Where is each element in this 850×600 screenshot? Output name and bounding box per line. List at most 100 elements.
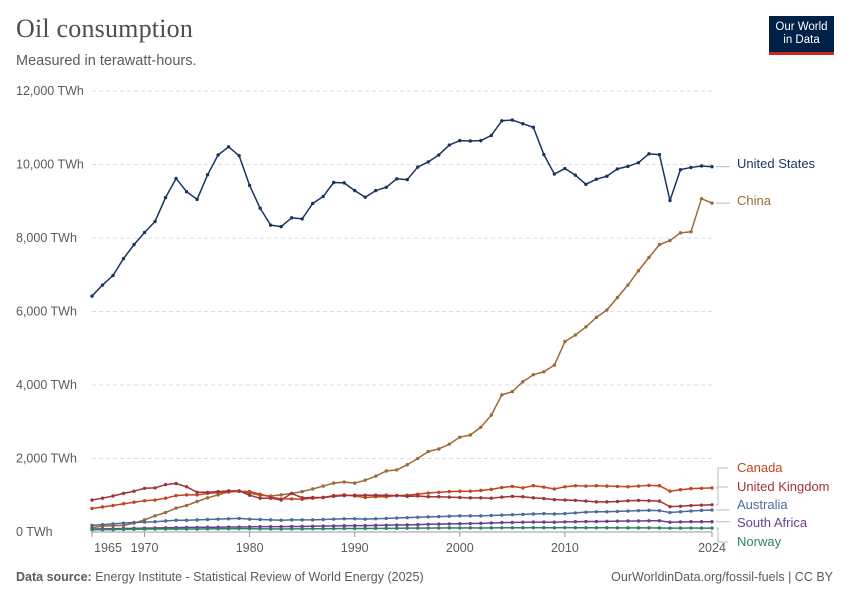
footer-url[interactable]: OurWorldinData.org/fossil-fuels | CC BY <box>611 570 833 584</box>
data-point <box>279 527 283 531</box>
data-point <box>584 499 588 503</box>
chart-subtitle: Measured in terawatt-hours. <box>16 53 197 69</box>
data-point <box>289 527 294 531</box>
series-label: Canada <box>737 460 783 475</box>
data-point <box>363 526 367 531</box>
data-point <box>584 182 588 187</box>
data-point <box>689 486 693 491</box>
data-point <box>594 177 599 181</box>
data-point <box>479 488 483 493</box>
data-point <box>437 447 441 451</box>
data-point <box>594 483 599 488</box>
data-point <box>689 503 693 508</box>
data-point <box>310 524 315 529</box>
series-line <box>91 482 713 508</box>
data-point <box>395 177 399 181</box>
data-point <box>405 494 409 499</box>
data-point <box>489 487 494 492</box>
data-point <box>310 495 315 500</box>
series-lines <box>90 118 714 532</box>
series-china[interactable] <box>90 196 714 530</box>
data-point <box>447 526 451 530</box>
label-leader-line <box>716 486 728 506</box>
data-point <box>626 526 630 530</box>
data-point <box>153 520 157 524</box>
data-point <box>216 517 220 521</box>
data-point <box>416 456 420 461</box>
data-point <box>153 486 157 490</box>
data-point <box>615 484 620 489</box>
source-text: Energy Institute - Statistical Review of… <box>95 570 424 584</box>
data-point <box>468 433 473 437</box>
data-point <box>668 510 672 515</box>
data-point <box>552 172 557 176</box>
data-point <box>121 527 126 532</box>
data-point <box>710 503 714 507</box>
data-point <box>111 494 115 498</box>
data-point <box>426 515 430 519</box>
data-point <box>447 495 451 499</box>
data-point <box>584 325 588 329</box>
data-point <box>300 496 304 500</box>
data-point <box>668 526 672 530</box>
series-australia[interactable] <box>90 508 714 528</box>
data-point <box>468 521 473 526</box>
data-point <box>331 517 336 521</box>
data-point <box>479 526 483 530</box>
data-point <box>584 484 588 488</box>
x-tick-label: 2024 <box>698 541 726 555</box>
data-point <box>353 481 357 485</box>
owid-logo[interactable]: Our World in Data <box>769 16 834 55</box>
data-point <box>458 526 462 530</box>
data-point <box>710 201 714 205</box>
data-point <box>374 526 378 531</box>
series-united-states[interactable] <box>90 118 714 298</box>
data-point <box>689 230 693 234</box>
data-point <box>310 487 315 491</box>
data-point <box>310 526 315 531</box>
data-point <box>100 496 105 500</box>
data-point <box>500 119 504 123</box>
series-norway[interactable] <box>90 525 714 532</box>
data-point <box>584 519 588 524</box>
data-point <box>636 484 641 488</box>
data-point <box>479 521 483 526</box>
data-point <box>184 485 189 489</box>
data-point <box>111 503 115 508</box>
data-point <box>647 255 651 260</box>
data-point <box>363 493 367 497</box>
data-point <box>605 174 609 178</box>
data-point <box>363 523 367 528</box>
data-point <box>279 224 283 229</box>
data-point <box>163 527 168 531</box>
data-point <box>636 519 641 523</box>
data-point <box>468 139 473 143</box>
data-point <box>163 195 168 200</box>
data-point <box>342 526 346 531</box>
data-point <box>521 526 525 530</box>
data-point <box>121 502 126 506</box>
data-point <box>100 527 105 532</box>
data-point <box>395 526 399 530</box>
data-point <box>195 490 199 495</box>
data-point <box>205 496 210 500</box>
data-point <box>500 513 504 517</box>
data-point <box>132 500 136 504</box>
x-tick-label: 2000 <box>446 541 474 555</box>
data-point <box>258 517 262 522</box>
data-point <box>657 508 662 513</box>
data-point <box>594 315 599 320</box>
data-point <box>458 138 462 143</box>
series-united-kingdom[interactable] <box>90 481 714 509</box>
data-point <box>216 489 220 494</box>
data-point <box>331 494 336 499</box>
data-point <box>521 495 525 499</box>
data-point <box>479 138 483 143</box>
data-point <box>479 425 483 429</box>
data-point <box>174 518 178 522</box>
data-point <box>626 485 630 489</box>
data-point <box>531 125 536 130</box>
data-point <box>647 483 651 488</box>
data-point <box>342 480 346 484</box>
data-point <box>384 185 388 189</box>
